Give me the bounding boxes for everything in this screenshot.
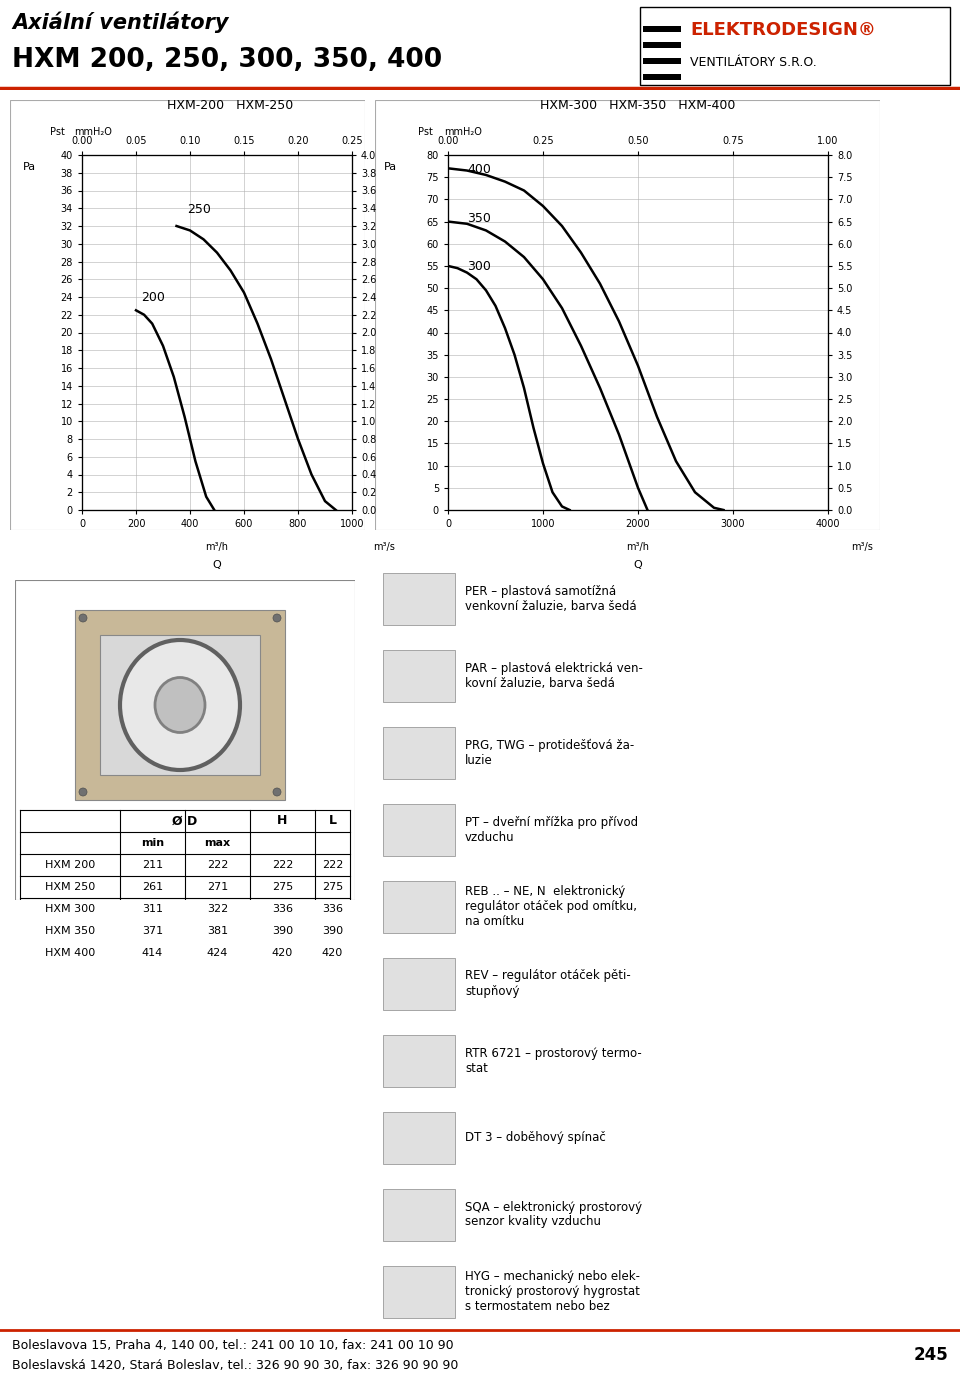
Bar bbox=[643, 18, 681, 24]
Bar bbox=[643, 66, 681, 72]
Circle shape bbox=[79, 614, 87, 622]
Text: PT – dveřní mřížka pro přívod
vzduchu: PT – dveřní mřížka pro přívod vzduchu bbox=[465, 816, 638, 844]
Text: Boleslavská 1420, Stará Boleslav, tel.: 326 90 90 30, fax: 326 90 90 90: Boleslavská 1420, Stará Boleslav, tel.: … bbox=[12, 1358, 458, 1372]
Text: HXM-200   HXM-250: HXM-200 HXM-250 bbox=[167, 100, 294, 112]
Text: L: L bbox=[328, 815, 337, 827]
Text: 222: 222 bbox=[322, 860, 343, 870]
Text: 311: 311 bbox=[142, 904, 163, 914]
Text: 1: 1 bbox=[901, 278, 919, 301]
Text: 250: 250 bbox=[187, 203, 211, 216]
Text: DT 3 – doběhový spínač: DT 3 – doběhový spínač bbox=[465, 1131, 606, 1144]
Text: m³/h: m³/h bbox=[205, 542, 228, 552]
Text: 245: 245 bbox=[913, 1346, 948, 1364]
Bar bbox=[643, 50, 681, 55]
Text: m³/s: m³/s bbox=[851, 542, 873, 552]
Text: HXM 350: HXM 350 bbox=[45, 927, 95, 936]
Text: min: min bbox=[141, 838, 164, 848]
Circle shape bbox=[273, 788, 281, 797]
Text: Q: Q bbox=[634, 560, 642, 570]
Text: VENTILÁTORY S.R.O.: VENTILÁTORY S.R.O. bbox=[690, 55, 817, 69]
Text: 420: 420 bbox=[322, 947, 343, 958]
Text: REV – regulátor otáček pěti-
stupňový: REV – regulátor otáček pěti- stupňový bbox=[465, 969, 631, 997]
Text: HXM 300: HXM 300 bbox=[45, 904, 95, 914]
Text: H: H bbox=[277, 815, 288, 827]
Bar bbox=[383, 1034, 455, 1087]
Text: max: max bbox=[204, 838, 230, 848]
Text: 381: 381 bbox=[207, 927, 228, 936]
Bar bbox=[643, 26, 681, 32]
Text: 390: 390 bbox=[322, 927, 343, 936]
Text: Pst: Pst bbox=[50, 127, 64, 137]
Text: Pa: Pa bbox=[23, 162, 36, 171]
Text: Boleslavova 15, Praha 4, 140 00, tel.: 241 00 10 10, fax: 241 00 10 90: Boleslavova 15, Praha 4, 140 00, tel.: 2… bbox=[12, 1339, 454, 1351]
Bar bbox=[643, 75, 681, 80]
Text: PAR – plastová elektrická ven-
kovní žaluzie, barva šedá: PAR – plastová elektrická ven- kovní žal… bbox=[465, 661, 643, 690]
Text: HXM 400: HXM 400 bbox=[45, 947, 95, 958]
Text: Ø D: Ø D bbox=[173, 815, 198, 827]
Bar bbox=[383, 1188, 455, 1241]
Text: 275: 275 bbox=[272, 882, 293, 892]
Text: 275: 275 bbox=[322, 882, 343, 892]
Bar bbox=[100, 635, 260, 774]
Text: PRG, TWG – protidešťová ža-
luzie: PRG, TWG – protidešťová ža- luzie bbox=[465, 739, 635, 766]
FancyBboxPatch shape bbox=[640, 7, 950, 84]
Text: m³/h: m³/h bbox=[627, 542, 650, 552]
Text: Pst: Pst bbox=[418, 127, 432, 137]
Bar bbox=[383, 804, 455, 856]
Text: 336: 336 bbox=[272, 904, 293, 914]
Text: 390: 390 bbox=[272, 927, 293, 936]
Text: 371: 371 bbox=[142, 927, 163, 936]
Bar bbox=[383, 1265, 455, 1318]
Bar bbox=[383, 726, 455, 779]
Text: mmH₂O: mmH₂O bbox=[74, 127, 111, 137]
Bar bbox=[75, 610, 285, 799]
Bar bbox=[383, 881, 455, 932]
Text: 271: 271 bbox=[206, 882, 228, 892]
Text: 414: 414 bbox=[142, 947, 163, 958]
Bar bbox=[643, 35, 681, 40]
Text: 300: 300 bbox=[467, 260, 491, 274]
Text: HYG – mechanický nebo elek-
tronický prostorový hygrostat
s termostatem nebo bez: HYG – mechanický nebo elek- tronický pro… bbox=[465, 1270, 640, 1312]
Text: 350: 350 bbox=[467, 212, 491, 224]
Text: HXM-300   HXM-350   HXM-400: HXM-300 HXM-350 HXM-400 bbox=[540, 100, 735, 112]
Text: m³/s: m³/s bbox=[373, 542, 396, 552]
Text: 261: 261 bbox=[142, 882, 163, 892]
Text: 336: 336 bbox=[322, 904, 343, 914]
Text: PER – plastová samotížná
venkovní žaluzie, barva šedá: PER – plastová samotížná venkovní žaluzi… bbox=[465, 585, 636, 613]
Text: HXM 200: HXM 200 bbox=[45, 860, 95, 870]
Text: 322: 322 bbox=[206, 904, 228, 914]
Circle shape bbox=[79, 788, 87, 797]
Text: HXM 250: HXM 250 bbox=[45, 882, 95, 892]
Text: Pa: Pa bbox=[383, 162, 396, 171]
Bar bbox=[643, 41, 681, 48]
Bar bbox=[383, 573, 455, 625]
Text: Axiální ventilátory: Axiální ventilátory bbox=[12, 11, 228, 33]
Text: 424: 424 bbox=[206, 947, 228, 958]
Text: 222: 222 bbox=[272, 860, 293, 870]
Text: 420: 420 bbox=[272, 947, 293, 958]
Text: 400: 400 bbox=[467, 163, 491, 176]
Text: 200: 200 bbox=[141, 292, 165, 304]
Bar bbox=[383, 650, 455, 701]
Circle shape bbox=[273, 614, 281, 622]
Text: SQA – elektronický prostorový
senzor kvality vzduchu: SQA – elektronický prostorový senzor kva… bbox=[465, 1200, 642, 1228]
Text: 5: 5 bbox=[929, 272, 940, 288]
Text: mmH₂O: mmH₂O bbox=[444, 127, 482, 137]
Text: Q: Q bbox=[212, 560, 222, 570]
Ellipse shape bbox=[120, 640, 240, 770]
Text: HXM 200, 250, 300, 350, 400: HXM 200, 250, 300, 350, 400 bbox=[12, 47, 443, 73]
Text: REB .. – NE, N  elektronický
regulátor otáček pod omítku,
na omítku: REB .. – NE, N elektronický regulátor ot… bbox=[465, 885, 637, 928]
Bar bbox=[383, 957, 455, 1010]
Text: 222: 222 bbox=[206, 860, 228, 870]
Ellipse shape bbox=[155, 678, 205, 733]
Text: RTR 6721 – prostorový termo-
stat: RTR 6721 – prostorový termo- stat bbox=[465, 1047, 641, 1075]
Bar bbox=[383, 1112, 455, 1163]
Bar bbox=[643, 58, 681, 64]
Text: 211: 211 bbox=[142, 860, 163, 870]
Text: ELEKTRODESIGN®: ELEKTRODESIGN® bbox=[690, 21, 876, 39]
